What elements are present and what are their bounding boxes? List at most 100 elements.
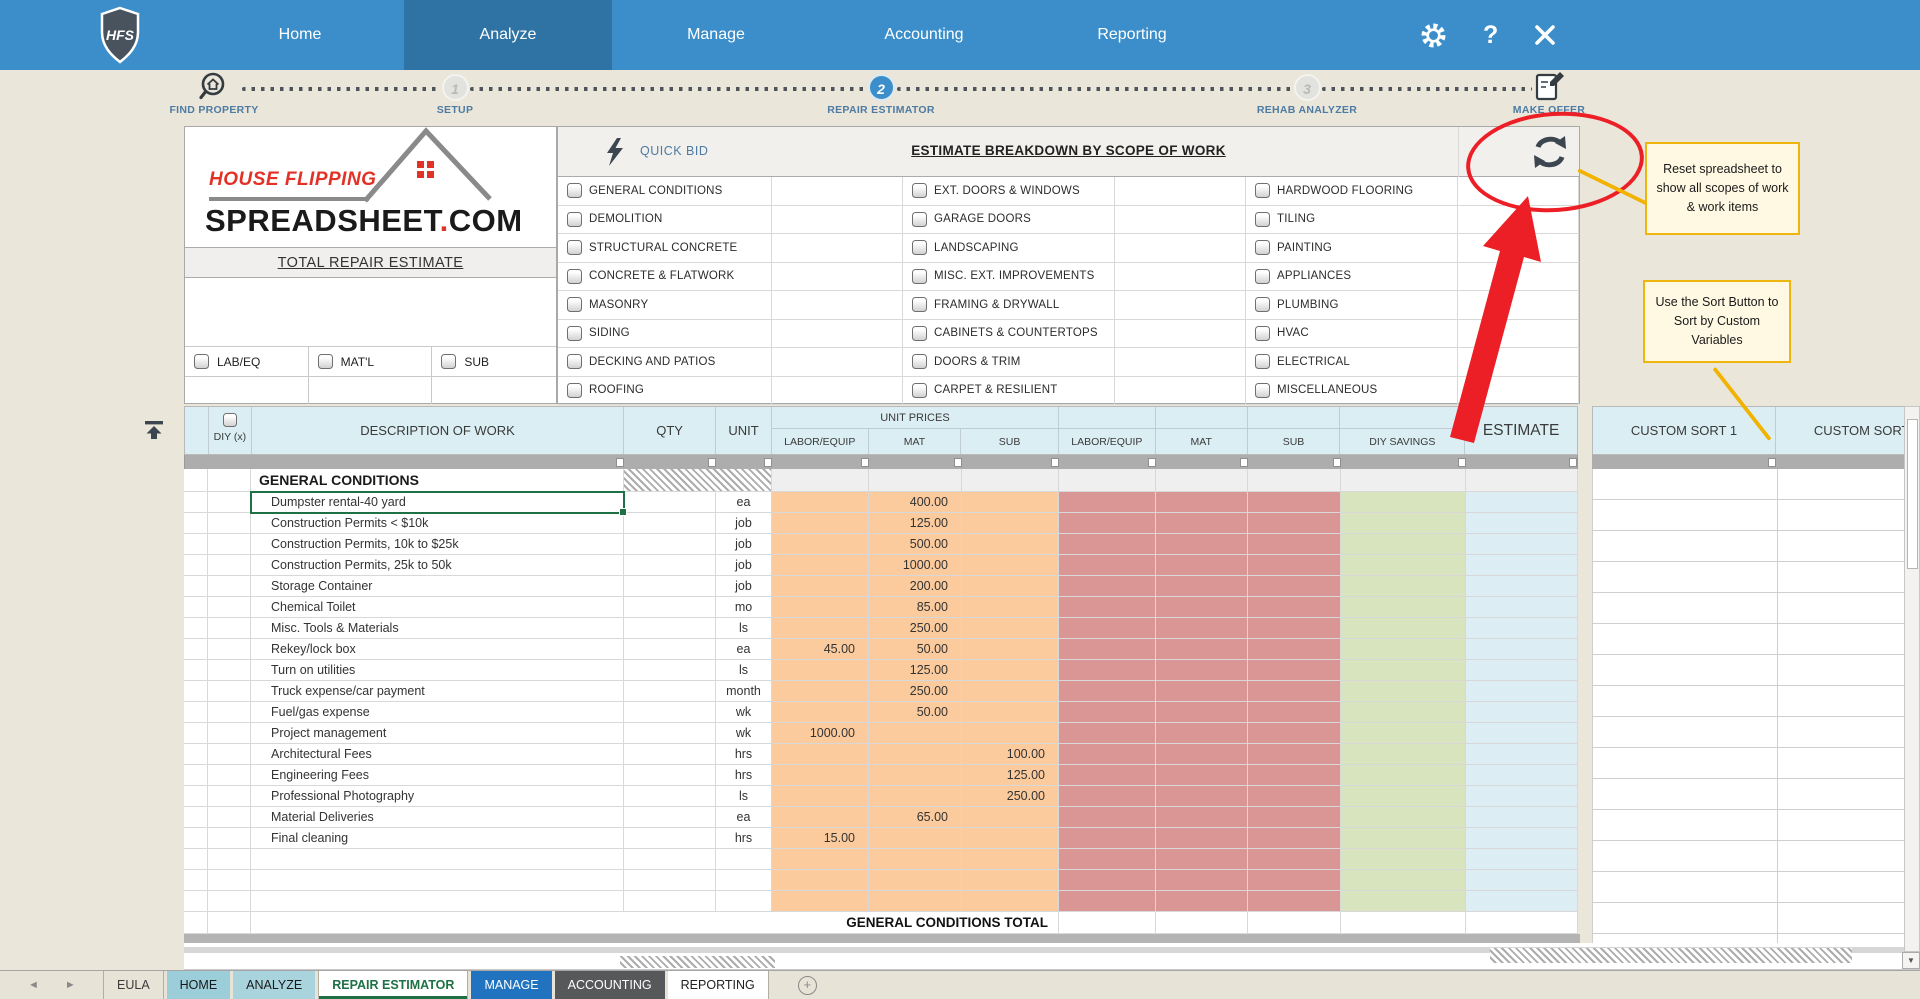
- scope-item[interactable]: LANDSCAPING: [903, 234, 1115, 263]
- sheet-nav-left-icon[interactable]: ◄: [28, 979, 39, 991]
- diy-savings-cell[interactable]: [1341, 849, 1466, 870]
- diy-savings-cell[interactable]: [1341, 639, 1466, 660]
- unit-cell[interactable]: job: [716, 576, 772, 597]
- labor-total-cell[interactable]: [1059, 597, 1156, 618]
- scope-value-cell[interactable]: [1458, 348, 1579, 377]
- qty-cell[interactable]: [624, 618, 716, 639]
- column-resize-strip[interactable]: [184, 455, 1578, 469]
- labor-price-cell[interactable]: [772, 849, 869, 870]
- unit-cell[interactable]: [716, 891, 772, 912]
- scope-value-cell[interactable]: [1458, 291, 1579, 320]
- table-row[interactable]: Material Deliveries ea 65.00: [184, 807, 1578, 828]
- row-margin-cell[interactable]: [184, 618, 208, 639]
- sub-total-cell[interactable]: [1248, 723, 1341, 744]
- diy-mark-cell[interactable]: [208, 618, 251, 639]
- mat-total-cell[interactable]: [1156, 597, 1248, 618]
- scope-item[interactable]: HARDWOOD FLOORING: [1246, 177, 1458, 206]
- qty-cell[interactable]: [624, 492, 716, 513]
- estimate-cell[interactable]: [1466, 828, 1578, 849]
- estimate-cell[interactable]: [1466, 723, 1578, 744]
- row-margin-cell[interactable]: [184, 597, 208, 618]
- diy-savings-cell[interactable]: [1341, 660, 1466, 681]
- estimate-cell[interactable]: [1466, 513, 1578, 534]
- qty-cell[interactable]: [624, 639, 716, 660]
- description-cell[interactable]: Chemical Toilet: [251, 597, 624, 618]
- sub-price-cell[interactable]: [962, 513, 1059, 534]
- scope-item[interactable]: MISCELLANEOUS: [1246, 376, 1458, 405]
- row-margin-cell[interactable]: [184, 765, 208, 786]
- add-sheet-button[interactable]: +: [797, 976, 817, 995]
- scope-item[interactable]: SIDING: [558, 319, 772, 348]
- estimate-cell[interactable]: [1466, 576, 1578, 597]
- unit-cell[interactable]: job: [716, 534, 772, 555]
- estimate-cell[interactable]: [1466, 660, 1578, 681]
- diy-mark-cell[interactable]: [208, 828, 251, 849]
- sub-total-cell[interactable]: [1248, 576, 1341, 597]
- gear-icon[interactable]: [1420, 22, 1447, 49]
- scope-checkbox[interactable]: [1255, 240, 1270, 256]
- unit-cell[interactable]: ls: [716, 786, 772, 807]
- scope-value-cell[interactable]: [772, 177, 903, 206]
- scope-value-cell[interactable]: [1458, 177, 1579, 206]
- scope-item[interactable]: HVAC: [1246, 319, 1458, 348]
- table-row[interactable]: Rekey/lock box ea 45.00 50.00: [184, 639, 1578, 660]
- sub-price-cell[interactable]: [962, 828, 1059, 849]
- sub-price-cell[interactable]: [962, 576, 1059, 597]
- table-row[interactable]: Storage Container job 200.00: [184, 576, 1578, 597]
- diy-mark-cell[interactable]: [208, 639, 251, 660]
- scope-value-cell[interactable]: [1115, 376, 1246, 405]
- estimate-cell[interactable]: [1466, 786, 1578, 807]
- sub-price-cell[interactable]: [962, 492, 1059, 513]
- mat-price-cell[interactable]: 200.00: [869, 576, 962, 597]
- mat-price-cell[interactable]: [869, 849, 962, 870]
- scope-value-cell[interactable]: [772, 291, 903, 320]
- mat-price-cell[interactable]: [869, 765, 962, 786]
- qty-cell[interactable]: [624, 576, 716, 597]
- scope-checkbox[interactable]: [912, 240, 927, 256]
- scope-item[interactable]: GARAGE DOORS: [903, 205, 1115, 234]
- col-handle[interactable]: [954, 457, 962, 467]
- diy-savings-cell[interactable]: [1341, 513, 1466, 534]
- scope-checkbox[interactable]: [567, 211, 582, 227]
- mat-price-cell[interactable]: [869, 891, 962, 912]
- labor-price-cell[interactable]: [772, 870, 869, 891]
- estimate-cell[interactable]: [1466, 492, 1578, 513]
- qty-cell[interactable]: [624, 870, 716, 891]
- total-diy-savings-cell[interactable]: [1341, 912, 1466, 934]
- scope-value-cell[interactable]: [1458, 262, 1579, 291]
- sub-total-cell[interactable]: [1248, 702, 1341, 723]
- diy-savings-cell[interactable]: [1341, 786, 1466, 807]
- row-margin-cell[interactable]: [184, 492, 208, 513]
- qty-cell[interactable]: [624, 786, 716, 807]
- sub-price-cell[interactable]: [962, 618, 1059, 639]
- row-margin-cell[interactable]: [184, 891, 208, 912]
- diy-mark-cell[interactable]: [208, 513, 251, 534]
- estimate-cell[interactable]: [1466, 702, 1578, 723]
- labor-total-cell[interactable]: [1059, 870, 1156, 891]
- qty-cell[interactable]: [624, 744, 716, 765]
- sheet-tab[interactable]: MANAGE: [471, 971, 552, 999]
- sub-price-cell[interactable]: [962, 681, 1059, 702]
- labor-total-cell[interactable]: [1059, 618, 1156, 639]
- estimate-cell[interactable]: [1466, 891, 1578, 912]
- description-cell[interactable]: Construction Permits, 25k to 50k: [251, 555, 624, 576]
- scope-checkbox[interactable]: [567, 382, 582, 398]
- scope-item[interactable]: PAINTING: [1246, 234, 1458, 263]
- diy-mark-cell[interactable]: [208, 492, 251, 513]
- vertical-scrollbar-thumb[interactable]: [1906, 419, 1918, 569]
- scope-value-cell[interactable]: [1115, 319, 1246, 348]
- row-margin-cell[interactable]: [184, 702, 208, 723]
- diy-mark-cell[interactable]: [208, 765, 251, 786]
- sub-total-cell[interactable]: [1248, 849, 1341, 870]
- mat-price-cell[interactable]: 125.00: [869, 660, 962, 681]
- col-handle[interactable]: [1148, 457, 1156, 467]
- labor-total-cell[interactable]: [1059, 660, 1156, 681]
- close-icon[interactable]: [1534, 24, 1556, 46]
- col-handle[interactable]: [1458, 457, 1466, 467]
- unit-cell[interactable]: job: [716, 513, 772, 534]
- labor-price-cell[interactable]: [772, 681, 869, 702]
- labor-total-cell[interactable]: [1059, 639, 1156, 660]
- mat-price-cell[interactable]: [869, 870, 962, 891]
- sub-total-cell[interactable]: [1248, 597, 1341, 618]
- labor-total-cell[interactable]: [1059, 555, 1156, 576]
